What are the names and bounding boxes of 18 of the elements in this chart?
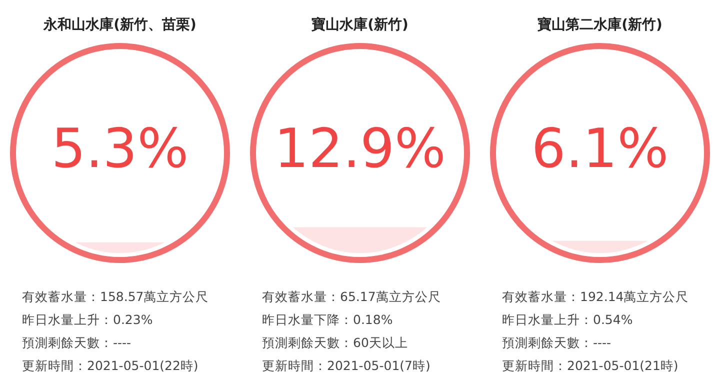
text: 預測剩餘天數：---- xyxy=(22,334,132,352)
text: 更新時間：2021-05-01(7時) xyxy=(262,357,432,375)
data-label: 5.3% xyxy=(51,117,189,180)
text: 昨日水量上升：0.54% xyxy=(502,311,634,329)
text: 有效蓄水量：158.57萬立方公尺 xyxy=(22,288,209,306)
text: 昨日水量下降：0.18% xyxy=(262,311,394,329)
data-label: 12.9% xyxy=(274,117,446,180)
text: 有效蓄水量：65.17萬立方公尺 xyxy=(262,288,441,306)
text: 寶山水庫(新竹) xyxy=(310,16,410,34)
text: 永和山水庫(新竹、苗栗) xyxy=(42,16,198,34)
data-label: 6.1% xyxy=(531,117,669,180)
text: 預測剩餘天數：60天以上 xyxy=(262,334,409,352)
text: 更新時間：2021-05-01(22時) xyxy=(22,357,200,375)
text: 寶山第二水庫(新竹) xyxy=(536,16,664,34)
text: 昨日水量上升：0.23% xyxy=(22,311,154,329)
text: 更新時間：2021-05-01(21時) xyxy=(502,357,680,375)
text: 預測剩餘天數：---- xyxy=(502,334,612,352)
text: 有效蓄水量：192.14萬立方公尺 xyxy=(502,288,689,306)
